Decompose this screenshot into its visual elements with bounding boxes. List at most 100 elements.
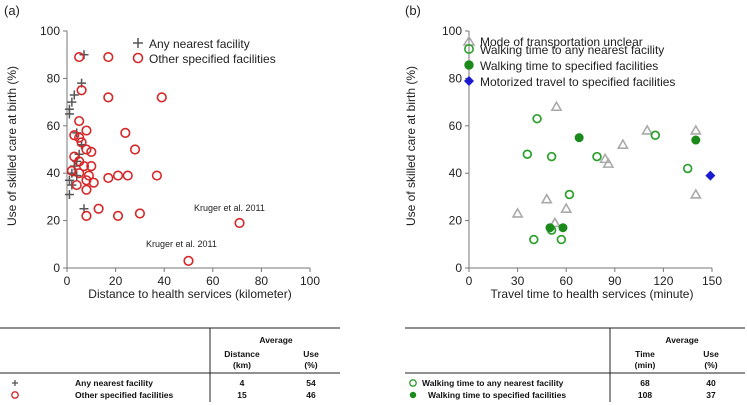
panel-b-ytick-label: 80 bbox=[449, 71, 463, 85]
panel-a-ytick-label: 100 bbox=[40, 24, 60, 38]
panel-b-point-circle-open bbox=[682, 163, 693, 174]
panel-a-xtick-label: 60 bbox=[206, 274, 220, 288]
panel-a-ylabel: Use of skilled care at birth (%) bbox=[5, 66, 19, 226]
panel-a-point-circle bbox=[86, 146, 97, 157]
panel-a-point-plus bbox=[64, 109, 74, 119]
panel-a-xtick-label: 40 bbox=[158, 274, 172, 288]
table-a-row-2-value-1: 15 bbox=[237, 390, 247, 400]
panel-b-ytick-label: 100 bbox=[442, 24, 462, 38]
panel-a-point-circle bbox=[74, 51, 85, 63]
panel-b-ylabel: Use of skilled care at birth (%) bbox=[404, 66, 418, 226]
panel-a-ytick-label: 40 bbox=[47, 166, 61, 180]
panel-a-point-circle bbox=[103, 92, 114, 103]
panel-b-point-circle-open bbox=[592, 151, 602, 162]
panel-b-point-circle-open bbox=[650, 130, 661, 141]
panel-b-xtick-label: 120 bbox=[653, 274, 673, 288]
panel-a-point-circle bbox=[69, 130, 80, 141]
panel-b-point-circle-filled bbox=[691, 135, 701, 145]
panel-b-label: (b) bbox=[405, 3, 421, 18]
panel-b-point-triangle-open bbox=[560, 202, 573, 213]
panel-b-xtick-label: 90 bbox=[608, 274, 622, 288]
panel-b-xtick-label: 30 bbox=[511, 274, 525, 288]
panel-b-point-circle-filled bbox=[574, 133, 584, 143]
panel-a-point-circle bbox=[112, 170, 124, 181]
panel-b-point-triangle-open bbox=[599, 152, 612, 164]
panel-a-point-circle bbox=[103, 51, 114, 63]
legend-label-other-specified: Other specified facilities bbox=[149, 52, 276, 66]
panel-a-point-circle bbox=[129, 144, 141, 155]
panel-a-point-circle bbox=[81, 125, 92, 136]
legend-marker-diamond bbox=[464, 76, 474, 86]
table-b-row-2-value-2: 37 bbox=[706, 390, 716, 400]
table-b-row-2-value-1: 108 bbox=[638, 390, 652, 400]
panel-a-xtick-label: 20 bbox=[109, 274, 123, 288]
panel-b-xtick-label: 60 bbox=[560, 274, 574, 288]
table-b-row-2-marker-circle-filled bbox=[409, 391, 417, 399]
panel-b-ytick-label: 40 bbox=[449, 166, 463, 180]
table-b-col1-line2: (min) bbox=[635, 360, 656, 370]
panel-b-point-circle-open bbox=[564, 189, 575, 200]
panel-a-point-circle bbox=[78, 160, 90, 172]
panel-a-point-circle bbox=[134, 208, 145, 219]
panel-a-point-circle bbox=[81, 144, 92, 155]
table-a-group-header: Average bbox=[259, 335, 293, 345]
panel-b-ytick-label: 0 bbox=[455, 261, 462, 275]
panel-a-label: (a) bbox=[4, 3, 20, 18]
panel-a-point-circle bbox=[93, 203, 104, 214]
panel-a-point-plus bbox=[67, 97, 77, 107]
panel-b-point-triangle-open bbox=[550, 100, 563, 112]
panel-a-point-circle bbox=[76, 85, 87, 96]
panel-a-point-circle bbox=[81, 210, 92, 221]
table-a-row-2-label: Other specified facilities bbox=[75, 390, 174, 400]
panel-b-ytick-label: 60 bbox=[449, 119, 463, 133]
panel-a-xtick-label: 0 bbox=[64, 274, 71, 288]
panel-b-point-circle-open bbox=[546, 151, 557, 162]
table-a-col2-line2: (%) bbox=[304, 360, 317, 370]
table-b-col2-line1: Use bbox=[703, 349, 719, 359]
panel-a-point-circle bbox=[74, 168, 85, 179]
table-a-row-1-value-2: 54 bbox=[306, 378, 316, 388]
legend-marker-circle-open-green bbox=[463, 43, 474, 54]
table-b-row-1-value-2: 40 bbox=[706, 378, 716, 388]
legend-marker-plus bbox=[133, 38, 143, 48]
table-a-row-1-value-1: 4 bbox=[240, 378, 245, 388]
panel-b-point-triangle-open bbox=[548, 216, 561, 228]
panel-a-point-circle bbox=[156, 92, 167, 103]
panel-b-point-triangle-open bbox=[616, 138, 629, 149]
panel-a-annotation-2: Kruger et al. 2011 bbox=[146, 239, 217, 249]
panel-a: (a) Use of skilled care at birth (%) Dis… bbox=[4, 3, 320, 301]
panel-b-point-triangle-open bbox=[689, 124, 702, 135]
table-a-col1-line2: (km) bbox=[233, 360, 251, 370]
table-a-col1-line1: Distance bbox=[224, 349, 260, 359]
panel-a-legend: Any nearest facility Other specified fac… bbox=[132, 37, 276, 66]
panel-b-point-triangle-open bbox=[511, 207, 524, 218]
panel-b-point-triangle-open bbox=[540, 193, 553, 204]
panel-a-point-plus bbox=[69, 90, 79, 100]
panel-a-ytick-label: 80 bbox=[47, 71, 61, 85]
panel-a-point-circle bbox=[88, 177, 99, 188]
table-a-col2-line1: Use bbox=[303, 349, 319, 359]
table-b-col2-line2: (%) bbox=[704, 360, 717, 370]
panel-b-point-triangle-open bbox=[689, 188, 702, 199]
panel-a-xtick-label: 80 bbox=[255, 274, 269, 288]
summary-table-a: Average Distance (km) Use (%) Any neares… bbox=[0, 327, 340, 402]
panel-b-xtick-label: 150 bbox=[702, 274, 722, 288]
legend-marker-circle-red bbox=[132, 52, 144, 64]
panel-b-point-triangle-open bbox=[602, 157, 615, 168]
legend-label-motorized: Motorized travel to specified facilities bbox=[480, 75, 675, 89]
panel-a-point-plus bbox=[64, 190, 74, 200]
table-a-row-2-value-2: 46 bbox=[306, 390, 316, 400]
panel-a-point-circle bbox=[112, 210, 124, 221]
panel-a-point-circle bbox=[74, 115, 85, 127]
legend-label-any-nearest: Any nearest facility bbox=[149, 37, 250, 51]
panel-a-ytick-label: 60 bbox=[47, 119, 61, 133]
panel-a-annotation-1: Kruger et al. 2011 bbox=[194, 203, 265, 213]
panel-a-point-circle bbox=[120, 127, 131, 139]
panel-b-point-circle-open bbox=[522, 149, 533, 159]
panel-b-point-circle-filled bbox=[558, 223, 568, 233]
panel-a-point-circle bbox=[122, 170, 133, 181]
panel-a-point-circle bbox=[69, 151, 80, 162]
table-a-row-1-marker-plus bbox=[12, 380, 18, 386]
panel-a-point-plus bbox=[64, 175, 74, 185]
